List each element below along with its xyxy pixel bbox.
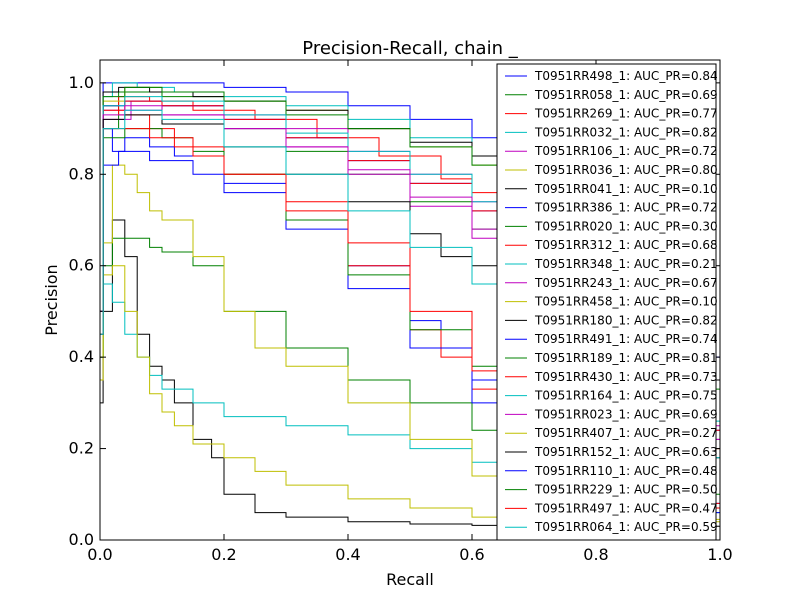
legend-label: T0951RR458_1: AUC_PR=0.10 xyxy=(534,295,718,309)
legend: T0951RR498_1: AUC_PR=0.84 T0951RR058_1: A… xyxy=(496,63,718,541)
y-tick-label: 0.8 xyxy=(69,164,94,183)
x-tick-label: 0.8 xyxy=(583,545,608,564)
y-tick-label: 1.0 xyxy=(69,73,94,92)
legend-label: T0951RR164_1: AUC_PR=0.75 xyxy=(534,389,718,403)
legend-label: T0951RR189_1: AUC_PR=0.81 xyxy=(534,351,718,365)
legend-label: T0951RR386_1: AUC_PR=0.72 xyxy=(534,201,718,215)
x-tick-label: 0.4 xyxy=(335,545,360,564)
y-tick-label: 0.0 xyxy=(69,530,94,549)
x-tick-label: 1.0 xyxy=(707,545,732,564)
legend-label: T0951RR032_1: AUC_PR=0.82 xyxy=(534,125,718,139)
legend-label: T0951RR152_1: AUC_PR=0.63 xyxy=(534,445,718,459)
y-tick-label: 0.2 xyxy=(69,439,94,458)
x-tick-label: 0.6 xyxy=(459,545,484,564)
legend-label: T0951RR312_1: AUC_PR=0.68 xyxy=(534,238,718,252)
series-line-7 xyxy=(100,219,720,529)
plot-frame xyxy=(99,59,721,541)
legend-label: T0951RR269_1: AUC_PR=0.77 xyxy=(534,107,718,121)
legend-label: T0951RR023_1: AUC_PR=0.69 xyxy=(534,407,718,421)
y-tick-label: 0.4 xyxy=(69,347,94,366)
legend-label: T0951RR106_1: AUC_PR=0.72 xyxy=(534,144,718,158)
legend-label: T0951RR498_1: AUC_PR=0.84 xyxy=(534,69,718,83)
chart-title: Precision-Recall, chain _ xyxy=(302,38,518,59)
legend-label: T0951RR180_1: AUC_PR=0.82 xyxy=(534,313,718,327)
y-axis-label: Precision xyxy=(42,264,61,335)
legend-label: T0951RR407_1: AUC_PR=0.27 xyxy=(534,426,718,440)
legend-label: T0951RR348_1: AUC_PR=0.21 xyxy=(534,257,718,271)
legend-label: T0951RR243_1: AUC_PR=0.67 xyxy=(534,276,718,290)
legend-label: T0951RR430_1: AUC_PR=0.73 xyxy=(534,370,718,384)
legend-label: T0951RR036_1: AUC_PR=0.80 xyxy=(534,163,718,177)
legend-label: T0951RR064_1: AUC_PR=0.59 xyxy=(534,520,718,534)
x-axis-ticks: 0.0 0.2 0.4 0.6 0.8 1.0 xyxy=(87,60,733,564)
legend-label: T0951RR058_1: AUC_PR=0.69 xyxy=(534,88,718,102)
y-tick-label: 0.6 xyxy=(69,256,94,275)
series-line-13 xyxy=(100,265,720,527)
legend-box xyxy=(496,63,717,541)
legend-label: T0951RR041_1: AUC_PR=0.10 xyxy=(534,182,718,196)
x-axis-label: Recall xyxy=(386,570,434,589)
x-tick-label: 0.2 xyxy=(211,545,236,564)
legend-label: T0951RR110_1: AUC_PR=0.48 xyxy=(534,464,718,478)
legend-label: T0951RR020_1: AUC_PR=0.30 xyxy=(534,219,718,233)
x-tick-label: 0.0 xyxy=(87,545,112,564)
y-axis-ticks: 0.0 0.2 0.4 0.6 0.8 1.0 xyxy=(69,73,720,549)
legend-label: T0951RR491_1: AUC_PR=0.74 xyxy=(534,332,718,346)
legend-label: T0951RR229_1: AUC_PR=0.50 xyxy=(534,483,718,497)
legend-label: T0951RR497_1: AUC_PR=0.47 xyxy=(534,501,718,515)
